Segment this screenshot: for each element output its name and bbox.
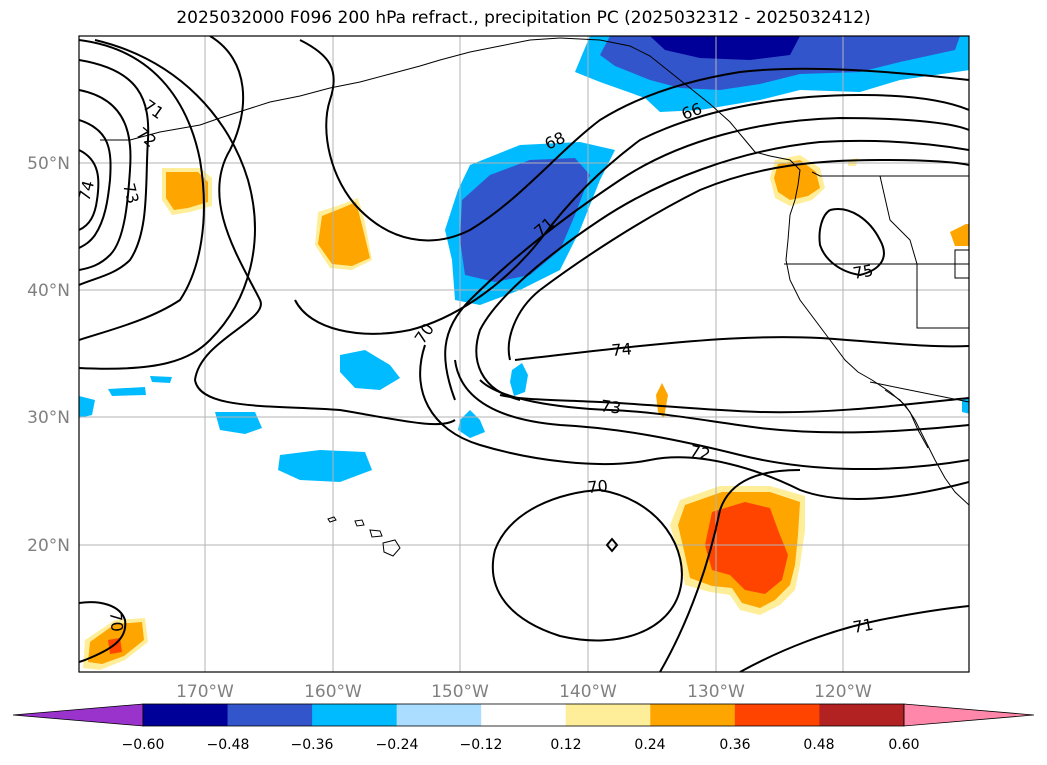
contour-label: 70 xyxy=(587,476,609,497)
lon-label-120w: 120°W xyxy=(814,682,872,702)
lat-label-30n: 30°N xyxy=(27,408,70,428)
colorbar-segment xyxy=(143,704,229,726)
colorbar-ticks: −0.60 −0.48 −0.36 −0.24 −0.12 0.12 0.24 … xyxy=(122,737,920,753)
colorbar-segment xyxy=(565,704,651,726)
precip-positive-shading xyxy=(83,155,969,670)
colorbar-segment xyxy=(819,704,905,726)
lat-label-40n: 40°N xyxy=(27,281,70,301)
map-frame xyxy=(78,35,970,673)
coastlines xyxy=(100,37,969,557)
colorbar-extend-low xyxy=(12,703,144,727)
colorbar xyxy=(12,703,1034,727)
colorbar-segment xyxy=(481,704,567,726)
colorbar-tick-label: −0.36 xyxy=(291,737,334,753)
contour-label: 73 xyxy=(119,181,143,206)
contour-label: 71 xyxy=(851,615,874,637)
contour-label: 75 xyxy=(851,261,874,283)
contour-label: 70 xyxy=(106,611,127,633)
contour-label: 72 xyxy=(688,441,712,464)
colorbar-tick-label: 0.60 xyxy=(888,737,919,753)
colorbar-tick-label: 0.24 xyxy=(634,737,665,753)
colorbar-tick-label: −0.60 xyxy=(122,737,165,753)
lon-label-130w: 130°W xyxy=(687,682,745,702)
colorbar-segment xyxy=(312,704,398,726)
contour-label: 74 xyxy=(611,339,633,360)
refractivity-contours xyxy=(79,36,969,672)
map-area xyxy=(79,36,969,672)
latitude-labels: 50°N 40°N 30°N 20°N xyxy=(27,154,70,556)
contour-label: 73 xyxy=(599,396,622,418)
colorbar-extend-high xyxy=(903,703,1034,727)
colorbar-tick-label: 0.36 xyxy=(719,737,750,753)
colorbar-tick-label: 0.48 xyxy=(803,737,834,753)
lon-label-150w: 150°W xyxy=(431,682,489,702)
colorbar-tick-label: −0.48 xyxy=(207,737,250,753)
colorbar-tick-label: −0.12 xyxy=(460,737,503,753)
lat-label-50n: 50°N xyxy=(27,154,70,174)
longitude-labels: 170°W 160°W 150°W 140°W 130°W 120°W xyxy=(176,682,872,702)
colorbar-segment xyxy=(396,704,482,726)
colorbar-segment xyxy=(734,704,820,726)
colorbar-tick-label: −0.24 xyxy=(376,737,419,753)
lat-label-20n: 20°N xyxy=(27,536,70,556)
lon-label-140w: 140°W xyxy=(559,682,617,702)
lon-label-160w: 160°W xyxy=(304,682,362,702)
colorbar-frame xyxy=(142,703,905,727)
map-title: 2025032000 F096 200 hPa refract., precip… xyxy=(176,8,871,28)
lon-label-170w: 170°W xyxy=(176,682,234,702)
colorbar-segment xyxy=(650,704,736,726)
colorbar-tick-label: 0.12 xyxy=(550,737,581,753)
contour-label: 74 xyxy=(75,178,99,203)
colorbar-segment xyxy=(227,704,313,726)
